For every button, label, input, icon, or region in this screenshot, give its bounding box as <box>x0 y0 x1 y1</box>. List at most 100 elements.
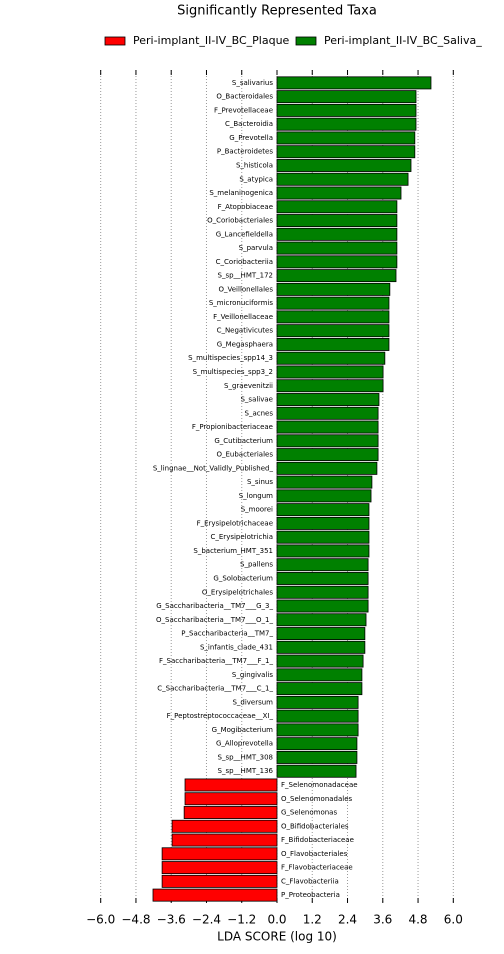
bar-label: F_Flavobacteriaceae <box>281 864 353 872</box>
bar <box>276 585 369 599</box>
bar-label: G_Megasphaera <box>217 340 273 348</box>
bar <box>184 778 278 792</box>
bar <box>276 627 366 641</box>
bar <box>276 682 363 696</box>
bar <box>276 365 384 379</box>
bar-label: C_Negativicutes <box>217 327 274 335</box>
bar <box>276 709 359 723</box>
bar <box>152 888 278 902</box>
x-tick-label: 3.6 <box>373 913 392 927</box>
bar-label: O_Bacteroidales <box>216 93 273 101</box>
x-tick-label: −1.2 <box>227 913 256 927</box>
bar-label: S_moorei <box>241 506 273 514</box>
bar <box>276 337 390 351</box>
bar <box>276 461 378 475</box>
bar <box>276 159 412 172</box>
bar-label: G_Saccharibacteria__TM7___G_3_ <box>156 602 273 610</box>
bar <box>276 379 384 393</box>
bar-label: S_micronuciformis <box>209 299 273 307</box>
bar <box>276 76 432 90</box>
bar <box>171 833 278 847</box>
bar <box>276 695 359 709</box>
bar <box>276 544 370 558</box>
x-tick-label: −4.8 <box>121 913 150 927</box>
bar-label: G_Selenomonas <box>281 809 337 817</box>
bar <box>276 241 398 255</box>
bar <box>276 475 373 489</box>
bar <box>276 186 402 200</box>
bar-label: S_sinus <box>247 478 273 486</box>
bar <box>161 874 278 888</box>
bar-label: S_sp__HMT_308 <box>218 753 273 761</box>
bar <box>276 227 398 241</box>
bar-label: F_Peptostreptococcaceae__XI_ <box>167 712 274 720</box>
bar-label: G_Mogibacterium <box>212 726 274 734</box>
bar-label: S_salivae <box>240 396 273 404</box>
bar <box>183 806 278 819</box>
bar <box>161 847 278 861</box>
bar <box>276 351 386 365</box>
bar-label: C_Flavobacteriia <box>281 877 339 885</box>
x-axis-label: LDA SCORE (log 10) <box>217 930 337 944</box>
bar <box>276 640 366 654</box>
bar-label: G_Prevotella <box>229 134 273 142</box>
bar-label: G_Solobacterium <box>213 574 273 582</box>
bar <box>276 200 398 214</box>
bar <box>276 145 416 159</box>
bar <box>276 530 370 544</box>
bar-label: S_acnes <box>245 409 274 417</box>
bar-label: S_sp__HMT_172 <box>218 272 273 280</box>
bar <box>171 819 278 833</box>
bar <box>276 723 359 737</box>
bar <box>276 668 363 682</box>
bar <box>276 599 369 613</box>
bar-label: G_Cutibacterium <box>214 437 273 445</box>
bar <box>276 750 358 764</box>
x-tick-label: 1.2 <box>303 913 322 927</box>
bar-label: C_Saccharibacteria__TM7___C_1_ <box>157 685 273 693</box>
bar-label: S_multispecies_spp3_2 <box>193 368 273 376</box>
bar-label: F_Bifidobacteriaceae <box>281 836 354 844</box>
bar <box>276 613 367 627</box>
bar-label: S_melaninogenica <box>209 189 273 197</box>
bar-label: O_Bifidobacteriales <box>281 822 349 830</box>
bar <box>276 654 364 668</box>
bar <box>276 103 417 117</box>
bar-label: S_atypica <box>239 175 273 183</box>
bar-label: P_Bacteroidetes <box>217 148 273 156</box>
chart-title: Significantly Represented Taxa <box>177 4 377 19</box>
x-tick-label: 6.0 <box>444 913 463 927</box>
bar-label: S_sp__HMT_136 <box>218 767 274 775</box>
bar-label: F_Atopobiaceae <box>218 203 273 211</box>
bar-label: O_Coriobacteriales <box>207 217 273 225</box>
bar-label: S_salivarius <box>232 79 273 87</box>
x-tick-label: 2.4 <box>338 913 357 927</box>
bar-label: O_Saccharibacteria__TM7___O_1_ <box>156 616 273 624</box>
bar <box>276 324 390 338</box>
bar <box>276 420 379 434</box>
bar-label: F_Prevotellaceae <box>214 106 273 114</box>
legend-label: Peri-implant_II-IV_BC_Plaque <box>133 34 290 47</box>
legend-label: Peri-implant_II-IV_BC_Saliva_ <box>324 34 482 47</box>
bar-label: P_Proteobacteria <box>281 891 340 899</box>
bar-label: S_pallens <box>240 561 273 569</box>
bar <box>276 282 391 296</box>
bar <box>161 861 278 875</box>
bar-label: S_graevenitzii <box>224 382 273 390</box>
bar <box>276 737 358 751</box>
legend-swatch <box>295 36 317 46</box>
bar-label: F_Saccharibacteria__TM7___F_1_ <box>159 657 273 665</box>
bar <box>276 558 369 572</box>
bar-label: S_gingivalis <box>232 671 273 679</box>
bar-label: C_Erysipelotrichia <box>211 533 274 541</box>
x-tick-label: −2.4 <box>192 913 221 927</box>
bar-label: S_parvula <box>239 244 273 252</box>
bar <box>276 117 417 131</box>
bar-label: C_Coriobacteriia <box>216 258 273 266</box>
x-tick-label: −6.0 <box>86 913 115 927</box>
x-tick-label: −3.6 <box>157 913 186 927</box>
bar <box>276 448 379 462</box>
bar <box>276 503 370 517</box>
bar-label: S_multispecies_spp14_3 <box>188 354 273 362</box>
bar-label: G_Lancefieldella <box>216 230 273 238</box>
